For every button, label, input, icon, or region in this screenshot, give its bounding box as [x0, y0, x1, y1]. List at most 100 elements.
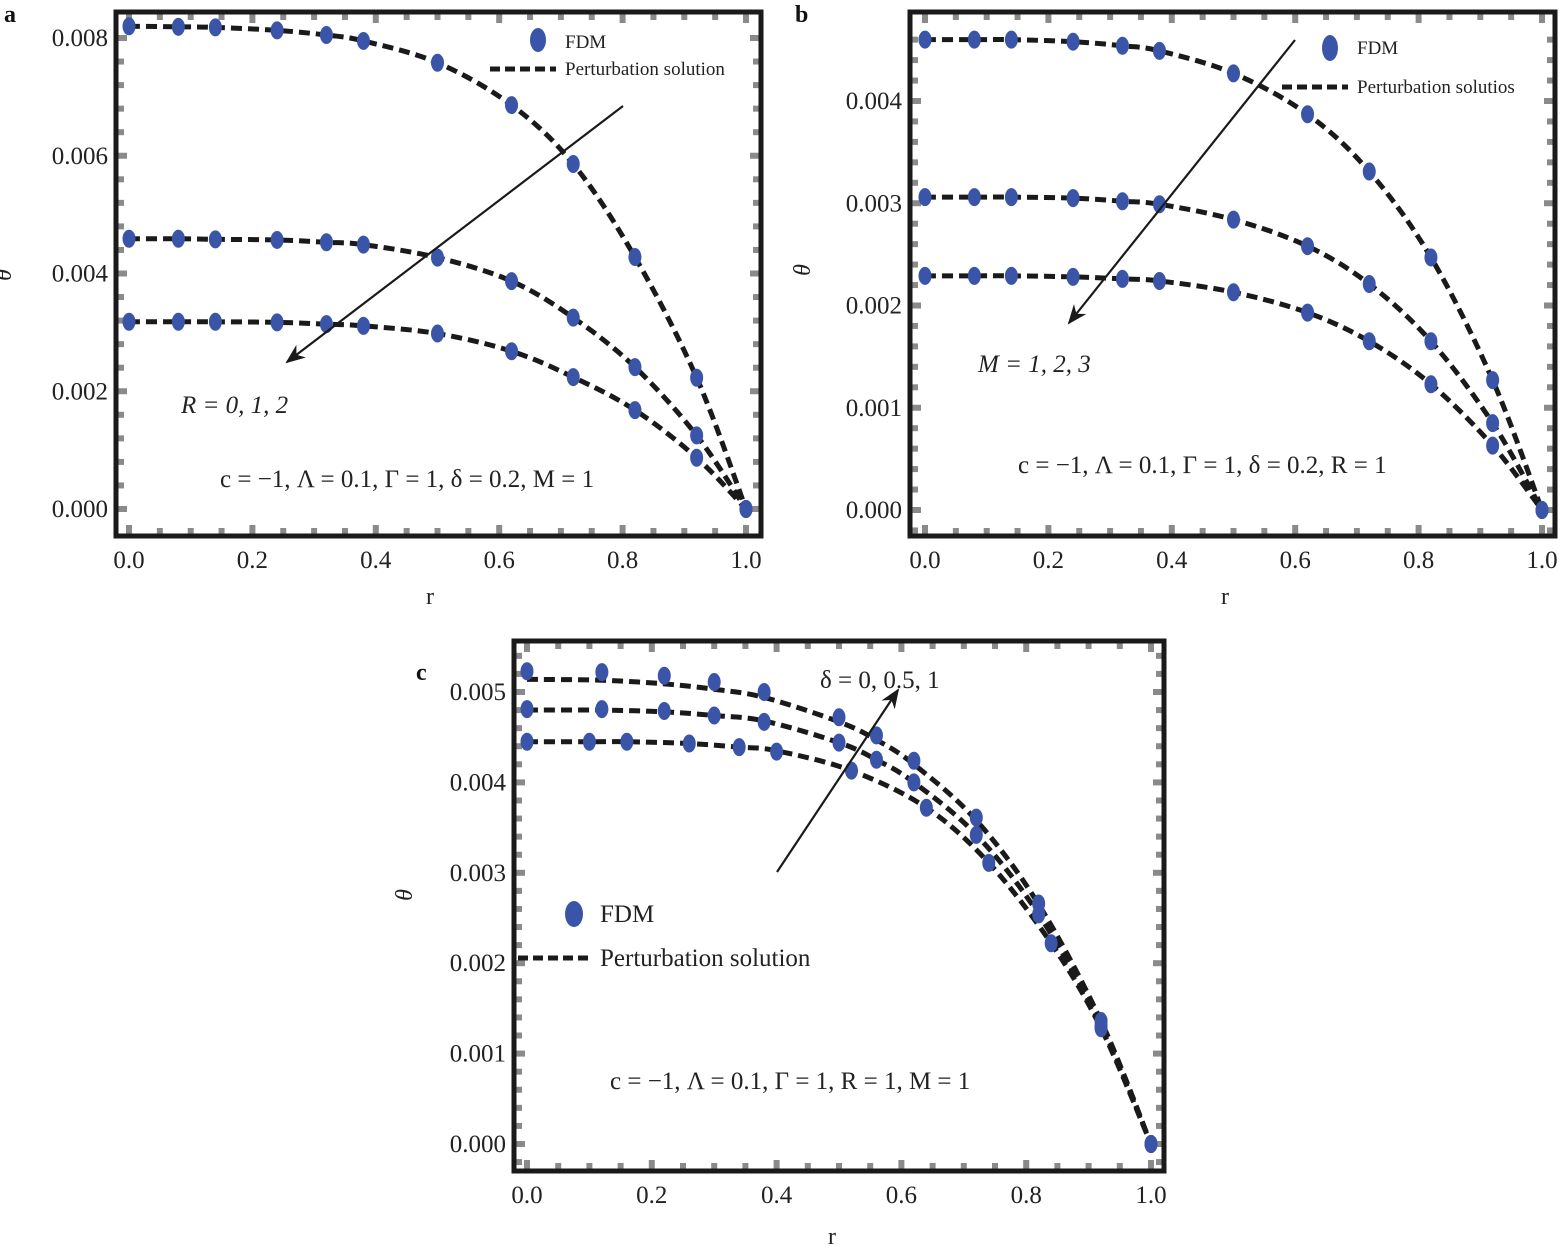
fdm-marker	[628, 401, 642, 420]
panel-a-legend-fdm: FDM	[565, 32, 606, 53]
fdm-marker	[657, 701, 671, 720]
fdm-marker	[566, 308, 580, 327]
panel-a-arrow-label: R = 0, 1, 2	[180, 392, 288, 419]
fdm-marker	[832, 708, 846, 727]
fdm-marker	[919, 798, 933, 817]
fdm-marker	[770, 742, 784, 761]
y-tick-label: 0.002	[846, 293, 902, 320]
fdm-marker	[1227, 210, 1240, 229]
fdm-marker	[270, 230, 284, 249]
fdm-marker	[356, 316, 370, 335]
fdm-marker	[1115, 192, 1129, 211]
y-tick-label: 0.001	[846, 395, 902, 422]
fdm-marker	[1044, 934, 1058, 953]
fdm-marker	[1362, 275, 1376, 294]
x-tick-label: 1.0	[730, 547, 761, 574]
fdm-marker	[907, 773, 921, 792]
fdm-marker	[505, 342, 519, 361]
fdm-marker	[757, 683, 771, 701]
panel-b-legend-marker-icon	[1322, 35, 1338, 61]
fdm-marker	[982, 853, 996, 872]
panel-c-label: c	[416, 660, 427, 686]
fdm-marker	[208, 18, 222, 37]
y-tick-label: 0.003	[450, 860, 506, 887]
panel-a-legend-marker-icon	[530, 28, 546, 52]
fdm-marker	[969, 825, 983, 844]
fdm-marker	[319, 233, 333, 252]
fdm-marker	[1152, 41, 1166, 60]
fdm-marker	[270, 313, 284, 332]
fdm-marker	[918, 188, 932, 207]
fdm-marker	[1144, 1135, 1158, 1153]
fdm-marker	[1362, 332, 1376, 351]
fdm-marker	[520, 700, 534, 719]
fdm-marker	[122, 312, 136, 331]
panel-c-y-tick-labels: 0.000 0.001 0.002 0.003 0.004 0.005	[450, 679, 507, 1158]
fdm-marker	[1004, 30, 1018, 49]
x-tick-label: 0.4	[360, 547, 392, 574]
panel-b-y-axis-label: θ	[790, 264, 816, 276]
y-tick-label: 0.001	[450, 1041, 506, 1068]
fdm-marker	[757, 712, 771, 731]
panel-c-arrow	[776, 688, 900, 873]
fdm-marker	[1486, 371, 1500, 390]
fdm-marker	[967, 30, 981, 49]
y-tick-label: 0.008	[52, 25, 108, 52]
fdm-marker	[628, 358, 642, 377]
panel-a-frame	[113, 9, 764, 539]
fdm-marker	[1115, 269, 1129, 288]
fdm-marker	[732, 738, 746, 757]
panel-b-params: c = −1, Λ = 0.1, Γ = 1, δ = 0.2, R = 1	[1018, 452, 1387, 479]
y-tick-label: 0.002	[52, 378, 108, 405]
x-tick-label: 0.0	[909, 547, 940, 574]
fdm-marker	[566, 154, 580, 173]
fdm-marker	[1424, 375, 1438, 394]
fdm-marker	[1094, 1012, 1108, 1031]
panel-a-y-tick-labels: 0.000 0.002 0.004 0.006 0.008	[52, 25, 109, 523]
fdm-marker	[832, 733, 846, 752]
fdm-marker	[595, 700, 609, 719]
fdm-marker	[869, 726, 883, 745]
panel-b-arrow-label: M = 1, 2, 3	[977, 351, 1091, 378]
fdm-marker	[682, 734, 696, 753]
fdm-marker	[208, 230, 222, 249]
fdm-marker	[171, 17, 185, 36]
fdm-marker	[907, 751, 921, 770]
panel-b-legend-fdm: FDM	[1357, 38, 1398, 59]
panel-a-legend-pert: Perturbation solution	[565, 59, 725, 80]
panel-c-fdm-markers	[520, 662, 1158, 1153]
fdm-marker	[1004, 188, 1018, 207]
fdm-marker	[171, 312, 185, 331]
panel-a-perturbation-curves	[128, 23, 749, 511]
fdm-marker	[1424, 248, 1438, 267]
y-tick-label: 0.004	[52, 261, 109, 288]
x-tick-label: 0.6	[484, 547, 515, 574]
fdm-marker	[566, 368, 580, 387]
fdm-marker	[1066, 189, 1080, 208]
fdm-marker	[1032, 894, 1046, 913]
panel-c-legend-marker-icon	[565, 901, 583, 927]
fdm-marker	[1301, 303, 1315, 322]
panel-c-frame	[511, 638, 1167, 1174]
y-tick-label: 0.005	[450, 679, 506, 706]
y-tick-label: 0.006	[52, 143, 108, 170]
fdm-marker	[505, 272, 519, 291]
panel-a-y-axis-label: θ	[0, 269, 17, 281]
panel-a-x-tick-labels: 0.0 0.2 0.4 0.6 0.8 1.0	[113, 547, 761, 574]
x-tick-label: 0.8	[1011, 1182, 1042, 1209]
fdm-marker	[1486, 414, 1500, 433]
fdm-marker	[690, 448, 704, 467]
panel-c-x-axis-label: r	[828, 1224, 836, 1246]
fdm-marker	[1535, 501, 1549, 519]
fdm-marker	[356, 235, 370, 254]
panel-c-legend-fdm: FDM	[600, 901, 654, 928]
y-tick-label: 0.004	[450, 769, 507, 796]
panel-a-frame-ticks	[118, 14, 759, 534]
x-tick-label: 0.8	[607, 547, 638, 574]
fdm-marker	[967, 266, 981, 285]
x-tick-label: 1.0	[1135, 1182, 1166, 1209]
fdm-marker	[520, 732, 534, 751]
fdm-marker	[620, 732, 634, 751]
fdm-marker	[844, 761, 858, 780]
